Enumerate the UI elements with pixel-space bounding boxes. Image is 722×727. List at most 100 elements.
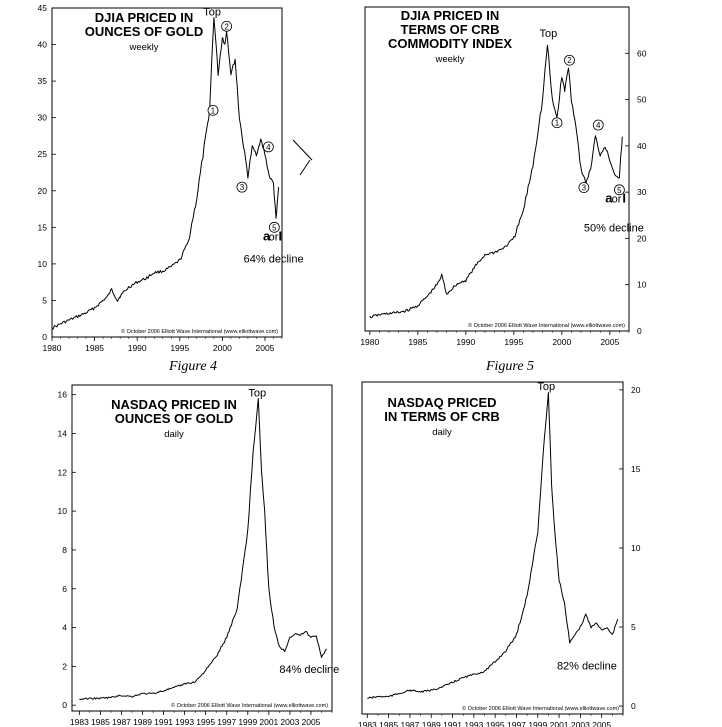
y-tick-label: 5 (631, 622, 636, 632)
annotation-label: Top (537, 381, 555, 393)
wave-marker-label: 1 (555, 119, 560, 128)
x-tick-label: 1990 (128, 343, 147, 353)
y-tick-label: 14 (58, 429, 68, 439)
x-tick-label: 2005 (301, 717, 320, 727)
x-tick-label: 1989 (133, 717, 152, 727)
x-tick-label: 1990 (456, 337, 475, 347)
decline-note: 64% decline (244, 253, 304, 265)
wave-marker-circle (551, 117, 563, 129)
annotation-label: Top (539, 28, 557, 40)
x-tick-label: 1995 (196, 717, 215, 727)
chart-subtitle: weekly (128, 42, 158, 53)
annotation-label: or (269, 231, 279, 243)
wave-marker-circle (578, 182, 590, 193)
x-tick-label: 1993 (464, 720, 483, 727)
wave-marker-circle (614, 184, 625, 196)
x-tick-label: 1997 (507, 720, 526, 727)
y-tick-label: 15 (38, 222, 48, 232)
y-tick-label: 0 (62, 700, 67, 710)
y-tick-label: 12 (58, 467, 68, 477)
chart-4: 0 5 10 15 20 1983 1985 1987 1989 1991 1993 1995 1997… (358, 381, 641, 727)
y-tick-label: 30 (38, 113, 48, 123)
wave-marker-label: 5 (617, 186, 622, 195)
x-tick-label: 1983 (358, 720, 377, 727)
x-tick-label: 1993 (175, 717, 194, 727)
annotation-label: Top (203, 6, 221, 18)
wave-marker-circle (268, 221, 280, 233)
y-tick-label: 40 (38, 40, 48, 50)
copyright-notice: © October 2006 Elliott Wave Internationa… (121, 328, 278, 335)
chart-title-line: OUNCES OF GOLD (115, 411, 233, 426)
y-tick-label: 20 (631, 385, 641, 395)
x-tick-label: 2000 (213, 343, 232, 353)
wedge-line (299, 159, 311, 176)
x-tick-label: 2005 (600, 337, 619, 347)
x-tick-label: 1991 (443, 720, 462, 727)
wave-marker-circle (564, 54, 575, 66)
wedge-line (292, 139, 313, 161)
y-tick-label: 2 (62, 661, 67, 671)
y-tick-label: 20 (38, 186, 48, 196)
series-line (51, 17, 280, 330)
plot-frame (71, 384, 333, 712)
x-tick-label: 1980 (43, 343, 62, 353)
wave-4-wedge (292, 139, 313, 176)
y-tick-label: 10 (38, 259, 48, 269)
chart-title-line: NASDAQ PRICED (387, 395, 496, 410)
y-tick-label: 50 (637, 95, 647, 105)
x-tick-label: 1985 (408, 337, 427, 347)
x-tick-label: 1991 (154, 717, 173, 727)
wave-marker-label: 4 (266, 143, 271, 152)
plot-frame (51, 7, 283, 338)
y-tick-label: 16 (58, 390, 68, 400)
x-tick-label: 1989 (422, 720, 441, 727)
annotation-label: or (612, 193, 622, 205)
x-tick-label: 1985 (85, 343, 104, 353)
chart-title-line: OUNCES OF GOLD (85, 24, 203, 39)
y-tick-label: 0 (637, 326, 642, 336)
x-tick-label: 2005 (592, 720, 611, 727)
wave-marker-circle (262, 141, 274, 153)
wave-marker-label: 4 (596, 121, 601, 130)
decline-note: 82% decline (557, 661, 617, 673)
y-tick-label: 0 (631, 701, 636, 711)
x-tick-label: 1995 (170, 343, 189, 353)
x-tick-label: 1999 (238, 717, 257, 727)
copyright-notice: © October 2006 Elliott Wave Internationa… (468, 322, 625, 329)
x-tick-label: 1985 (91, 717, 110, 727)
wave-marker-label: 3 (582, 184, 587, 193)
series-line (79, 398, 328, 701)
chart-subtitle: weekly (434, 54, 464, 65)
chart-title-line: DJIA PRICED IN (401, 8, 499, 23)
y-tick-label: 10 (631, 543, 641, 553)
y-tick-label: 30 (637, 187, 647, 197)
y-tick-label: 45 (38, 3, 48, 13)
x-tick-label: 2000 (552, 337, 571, 347)
x-tick-label: 2003 (280, 717, 299, 727)
y-tick-label: 20 (637, 233, 647, 243)
figure-caption: Figure 4 (168, 359, 217, 374)
x-tick-label: 1983 (70, 717, 89, 727)
wave-marker-label: 2 (224, 22, 229, 31)
x-tick-label: 1987 (112, 717, 131, 727)
wave-degree-label: I (622, 190, 626, 205)
wave-marker-label: 2 (567, 56, 572, 65)
x-tick-label: 2001 (259, 717, 278, 727)
wave-degree-label: I (278, 228, 282, 243)
chart-title-line: TERMS OF CRB (401, 22, 500, 37)
wave-degree-label: a (605, 190, 613, 205)
y-tick-label: 10 (58, 506, 68, 516)
chart-2: 0 10 20 30 40 50 60 1980 1985 1990 1995 2000 2005 DJI… (360, 6, 647, 347)
wave-marker-label: 5 (272, 223, 277, 232)
decline-note: 50% decline (584, 222, 644, 234)
y-tick-label: 25 (38, 149, 48, 159)
wave-marker-circle (236, 181, 248, 193)
y-tick-label: 6 (62, 584, 67, 594)
chart-subtitle: daily (432, 427, 452, 438)
wave-marker-circle (592, 119, 604, 131)
y-tick-label: 0 (42, 332, 47, 342)
x-tick-label: 1995 (504, 337, 523, 347)
